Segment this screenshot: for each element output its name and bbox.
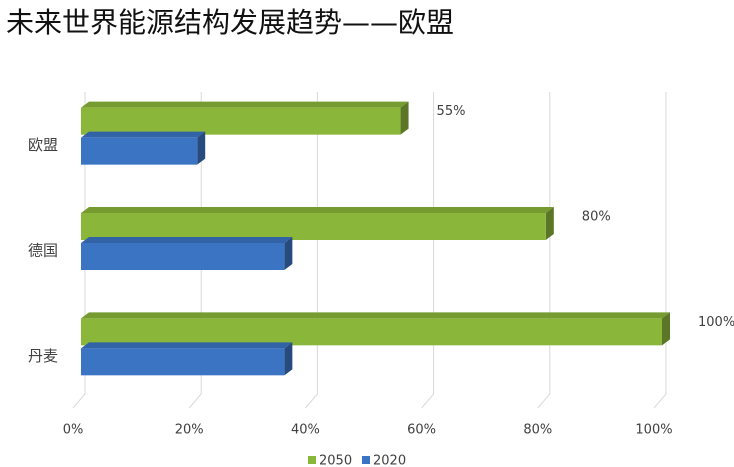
legend-label: 2050 — [319, 454, 352, 467]
bar-3d — [81, 207, 554, 240]
x-tick-label: 60% — [407, 423, 436, 438]
x-tick-label: 100% — [635, 423, 672, 438]
bar-side — [545, 207, 554, 240]
legend-label: 2020 — [373, 454, 406, 467]
bar-top — [81, 237, 293, 243]
bar-side — [400, 101, 409, 135]
bar — [81, 137, 198, 165]
bar-top — [81, 101, 409, 108]
bar-side — [284, 237, 293, 270]
y-tick-label: 欧盟 — [28, 136, 58, 154]
bar-3d — [81, 237, 293, 270]
x-tick-label: 20% — [175, 423, 204, 438]
grid-line — [653, 92, 667, 409]
chart-title: 未来世界能源结构发展趋势——欧盟 — [6, 6, 454, 39]
grid-line — [537, 92, 551, 409]
bar — [81, 243, 285, 270]
grid-line — [305, 92, 318, 409]
x-tick-label: 40% — [291, 423, 320, 438]
bar-top — [81, 342, 293, 349]
bar — [81, 213, 546, 240]
x-tick-label: 0% — [63, 423, 84, 438]
grid-line — [421, 92, 435, 409]
legend-swatch — [362, 456, 370, 464]
y-tick-label: 丹麦 — [28, 347, 58, 365]
bar-3d — [81, 312, 670, 346]
bar-side — [284, 342, 293, 376]
data-label: 80% — [582, 210, 611, 225]
bar-top — [81, 131, 206, 138]
bar-side — [197, 131, 206, 165]
bar-3d — [81, 131, 206, 165]
grid-line — [72, 92, 86, 409]
bar-top — [81, 207, 554, 213]
bar-top — [81, 312, 670, 319]
bar — [81, 318, 662, 346]
data-label: 55% — [437, 104, 466, 119]
y-tick-label: 德国 — [28, 242, 58, 260]
x-tick-label: 80% — [523, 423, 552, 438]
bar-3d — [81, 342, 293, 376]
bar — [81, 348, 285, 376]
grid-line — [188, 92, 202, 409]
legend-swatch — [308, 456, 316, 464]
data-label: 100% — [698, 315, 734, 330]
bar — [81, 107, 401, 135]
bar-3d — [81, 101, 409, 135]
bar-side — [662, 312, 670, 346]
